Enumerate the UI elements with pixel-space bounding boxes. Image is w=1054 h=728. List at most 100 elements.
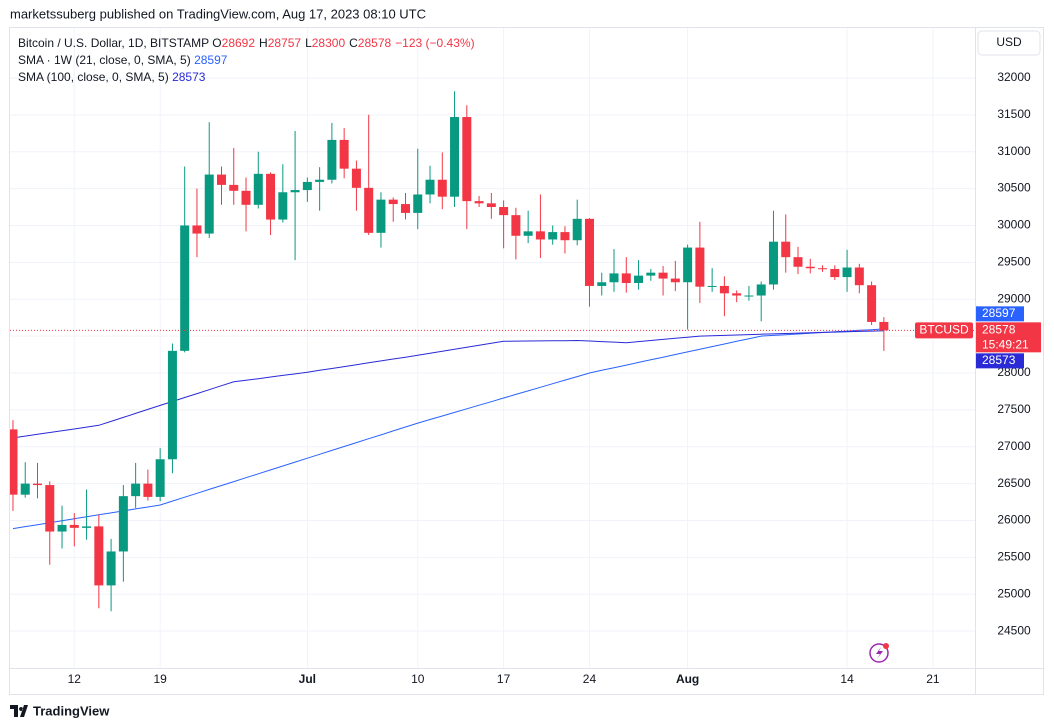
candle-body [830,268,840,278]
candle-body [106,551,116,586]
x-tick-label: Jul [299,672,316,686]
candle-body [511,215,521,236]
candle-body [339,139,349,169]
candle-body [241,190,251,205]
candle-body [253,173,263,205]
candle-body [351,168,361,188]
ohlc-value: 28692 [221,36,256,50]
legend-value: 28573 [172,70,206,84]
y-tick-label: 26500 [997,476,1031,490]
candle-body [744,295,754,297]
x-tick-label: 21 [926,672,940,686]
candle-body [548,232,558,240]
candle-body [266,173,276,220]
candle-body [94,526,104,586]
candle-body [707,285,717,287]
price-tag: 28578 [982,323,1016,337]
candle-body [131,483,141,497]
candle-body [204,174,214,234]
ohlc-letter: H [259,36,268,50]
candle-body [683,247,693,283]
candle-body [523,231,533,236]
candle-body [278,192,288,220]
y-tick-label: 30000 [997,218,1031,232]
candle-body [20,483,30,495]
candle-body [315,179,325,182]
legend-name: SMA (100, close, 0, SMA, 5) [18,70,169,84]
candle-body [609,273,619,283]
chart-frame [9,27,1044,695]
candle-body [450,117,460,197]
legend-value: 28597 [194,53,228,67]
ohlc-value: 28578 [357,36,392,50]
change: −123 (−0.43%) [395,36,475,50]
brand-logo [10,705,28,717]
candle-body [155,459,165,497]
symbol-tag-bg [915,322,973,339]
candle-body [842,267,852,278]
ohlc-value: 28757 [267,36,302,50]
currency[interactable]: USD [996,35,1022,49]
legend-name: SMA · 1W (21, close, 0, SMA, 5) [18,53,191,67]
candle-body [192,225,202,234]
candle-body [437,179,447,197]
lightning-icon[interactable] [869,643,889,663]
y-tick-label: 25500 [997,550,1031,564]
x-tick-label: 10 [411,672,425,686]
candle-body [756,284,766,296]
candle-body [10,429,18,495]
candle-body [658,272,668,279]
symbol-tag: BTCUSD [919,323,969,337]
candle-body [805,266,815,269]
candle-body [732,293,742,296]
candle-body [388,199,398,205]
candle-body [229,184,239,191]
x-tick-label: 12 [68,672,82,686]
candle-body [376,199,386,233]
candle-body [621,273,631,283]
candle-body [180,225,190,351]
legend: Bitcoin / U.S. Dollar, 1D, BITSTAMP O286… [18,35,479,86]
candle-body [854,267,864,286]
candle-body [597,282,607,286]
candle-body [327,139,337,180]
candle-body [167,350,177,460]
currency-button[interactable] [977,30,1041,56]
y-tick-label: 28000 [997,365,1031,379]
candle-body [474,201,484,204]
y-tick-label: 31000 [997,144,1031,158]
y-tick-label: 24500 [997,623,1031,637]
candle-body [535,231,545,240]
countdown: 15:49:21 [982,338,1029,352]
candle-body [143,483,153,497]
x-tick-label: 24 [583,672,597,686]
candle-body [32,483,42,486]
candle-body [290,190,300,193]
sma-tag-bg [976,353,1024,369]
ohlc-letter: L [305,36,312,50]
candle-body [719,285,729,294]
candle-body [572,218,582,241]
x-tick-label: 17 [497,672,511,686]
candle-body [486,203,496,208]
candle-body [45,485,55,532]
candle-body [82,526,92,528]
candle-body [560,232,570,241]
candle-body [216,174,226,185]
sma-line [12,330,884,439]
candle-body [425,179,435,195]
candle-body [364,187,374,233]
sma-tag: 28573 [982,353,1016,367]
symbol-title: Bitcoin / U.S. Dollar, 1D, BITSTAMP [18,36,209,50]
sma-tag: 28597 [982,306,1016,320]
y-tick-label: 25000 [997,586,1031,600]
candle-body [413,194,423,213]
x-tick-label: Aug [676,672,699,686]
publisher-line: marketssuberg published on TradingView.c… [10,6,426,21]
candle-body [69,524,79,528]
candle-body [634,275,644,283]
sma-row: SMA · 1W (21, close, 0, SMA, 5) 28597 [18,52,479,69]
candle-body [118,496,128,552]
ohlc-letter: C [349,36,358,50]
